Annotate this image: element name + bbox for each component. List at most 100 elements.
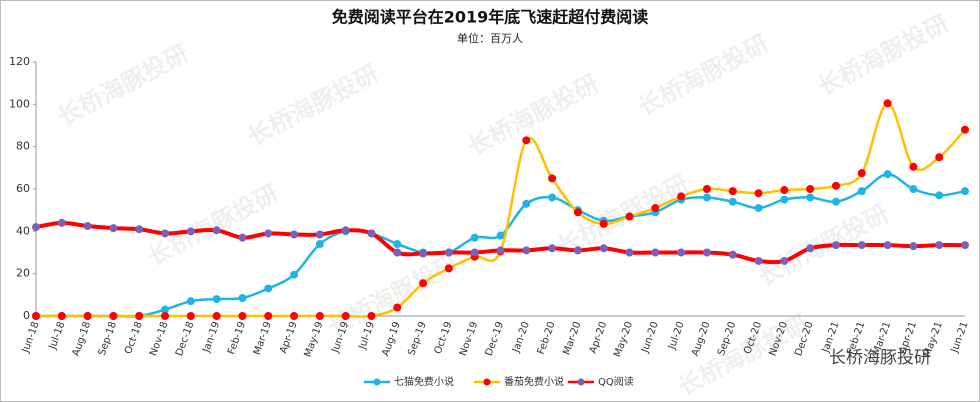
data-point [83,222,92,231]
y-tick-label: 120 [9,55,30,68]
data-point [754,189,763,198]
data-point [831,197,840,206]
data-point [470,248,479,257]
data-point [419,279,428,288]
data-point [548,244,557,253]
data-point [496,246,505,255]
data-point [780,195,789,204]
data-point [315,240,324,249]
legend-item: 番茄免费小说 [474,375,564,388]
data-point [238,233,247,242]
data-point [625,248,634,257]
data-point [315,230,324,239]
data-point [831,241,840,250]
data-point [548,174,557,183]
data-point [341,312,350,320]
y-tick-label: 80 [16,140,30,153]
data-point [754,204,763,213]
data-point [212,295,221,304]
data-point [367,229,376,238]
data-point [961,125,969,134]
data-point [496,231,505,240]
data-point [264,312,273,320]
data-point [135,312,144,320]
data-point [702,248,711,257]
y-tick-label: 20 [16,267,30,280]
data-point [393,303,402,312]
legend-label: 七猫免费小说 [394,375,454,388]
data-point [651,204,660,213]
data-point [238,294,247,303]
legend-dot [373,378,381,386]
data-point [444,248,453,257]
data-point [315,312,324,320]
data-point [109,312,118,320]
legend-label: QQ阅读 [598,375,634,388]
data-point [883,170,892,179]
data-point [935,153,944,162]
chart-subtitle: 单位：百万人 [457,31,523,45]
data-point [212,226,221,235]
data-point [393,248,402,257]
data-point [935,191,944,200]
data-point [186,312,195,320]
data-point [857,187,866,196]
data-point [290,270,299,279]
data-point [651,248,660,257]
data-point [883,99,892,108]
data-point [599,219,608,228]
data-point [806,185,815,193]
data-point [728,250,737,259]
data-point [186,297,195,306]
legend-item: QQ阅读 [568,375,634,388]
data-point [573,208,582,217]
legend-dot [483,378,491,386]
data-point [32,223,40,232]
data-point [857,169,866,178]
data-point [780,256,789,265]
data-point [677,248,686,257]
data-point [754,256,763,265]
y-tick-label: 0 [23,309,30,322]
data-point [57,312,66,320]
data-point [935,241,944,250]
y-tick-label: 60 [16,182,30,195]
legend-label: 番茄免费小说 [504,375,564,388]
data-point [831,181,840,190]
y-tick-label: 40 [16,224,30,237]
data-point [32,312,40,320]
data-point [883,241,892,250]
data-point [728,197,737,206]
data-point [367,312,376,320]
data-point [264,284,273,293]
data-point [522,246,531,255]
data-point [161,229,170,238]
data-point [522,136,531,145]
data-point [161,312,170,320]
data-point [444,264,453,273]
data-point [961,241,969,250]
data-point [419,249,428,258]
data-point [393,240,402,249]
legend-item: 七猫免费小说 [364,375,454,388]
data-point [212,312,221,320]
data-point [857,241,866,250]
data-point [264,229,273,238]
data-point [677,192,686,201]
data-point [109,224,118,233]
data-point [702,193,711,202]
data-point [702,185,711,193]
chart-title: 免费阅读平台在2019年底飞速赶超付费阅读 [332,8,649,27]
data-point [599,244,608,253]
data-point [548,193,557,202]
data-point [728,187,737,196]
data-point [83,312,92,320]
data-point [57,218,66,227]
data-point [909,185,918,193]
data-point [961,187,969,196]
data-point [909,242,918,251]
data-point [290,230,299,239]
legend-dot [577,378,585,386]
